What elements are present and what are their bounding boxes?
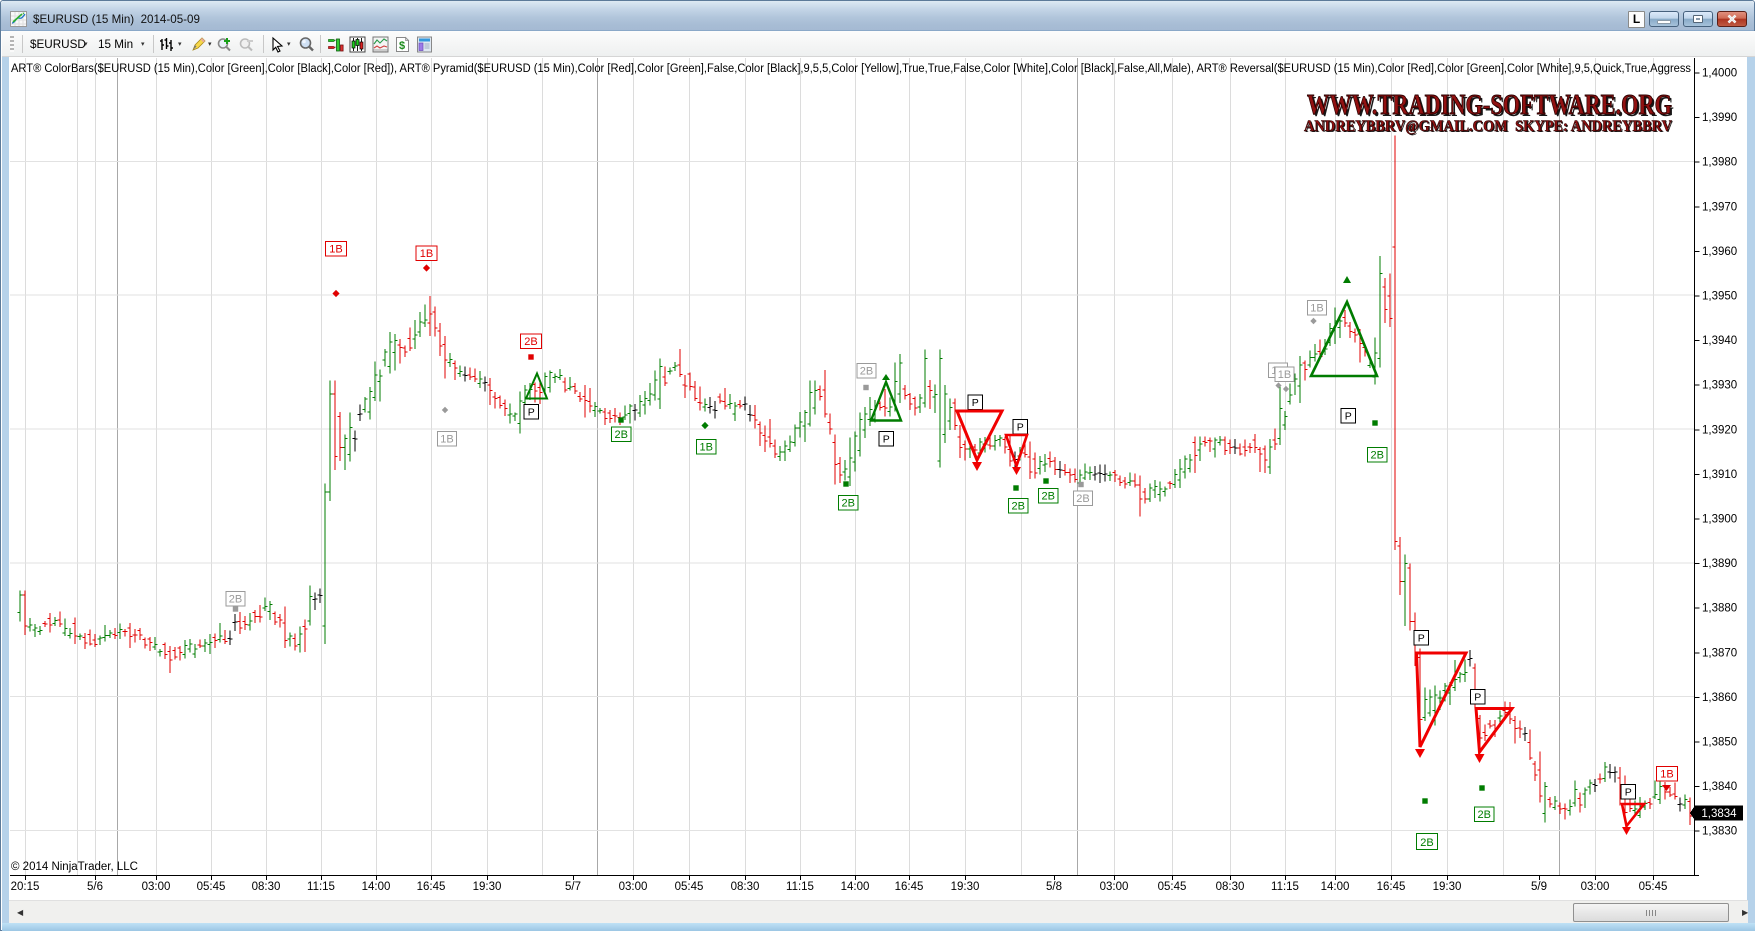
svg-text:03:00: 03:00	[142, 881, 171, 893]
svg-text:16:45: 16:45	[417, 881, 446, 893]
svg-text:14:00: 14:00	[362, 881, 391, 893]
svg-text:19:30: 19:30	[1433, 881, 1462, 893]
svg-text:1,3860: 1,3860	[1702, 692, 1737, 704]
svg-text:WWW.TRADING-SOFTWARE.ORG: WWW.TRADING-SOFTWARE.ORG	[1309, 91, 1674, 123]
svg-text:5/8: 5/8	[1046, 881, 1062, 893]
svg-text:1,3850: 1,3850	[1702, 737, 1737, 749]
svg-text:2B: 2B	[1076, 493, 1089, 505]
svg-text:1B: 1B	[420, 248, 433, 260]
svg-text:20:15: 20:15	[11, 881, 40, 893]
svg-text:19:30: 19:30	[951, 881, 980, 893]
svg-text:08:30: 08:30	[731, 881, 760, 893]
svg-text:5/9: 5/9	[1531, 881, 1547, 893]
svg-text:1,3870: 1,3870	[1702, 647, 1737, 659]
svg-text:ANDREYBBRV@GMAIL.COM SKYPE: A: ANDREYBBRV@GMAIL.COM SKYPE: ANDREYBBRV	[1304, 118, 1672, 135]
svg-text:1,3920: 1,3920	[1702, 424, 1737, 436]
svg-text:1,3900: 1,3900	[1702, 514, 1737, 526]
svg-text:WWW.TRADING-SOFTWARE.ORG: WWW.TRADING-SOFTWARE.ORG	[1307, 89, 1672, 121]
svg-text:5/6: 5/6	[87, 881, 103, 893]
svg-text:1B: 1B	[1278, 369, 1291, 381]
svg-text:P: P	[528, 407, 535, 419]
svg-text:1,3960: 1,3960	[1702, 246, 1737, 258]
svg-text:1B: 1B	[1660, 769, 1673, 781]
svg-text:2B: 2B	[1478, 809, 1491, 821]
svg-text:ART® ColorBars($EURUSD (15 Min: ART® ColorBars($EURUSD (15 Min),Color [G…	[11, 63, 1691, 75]
svg-text:19:30: 19:30	[473, 881, 502, 893]
svg-text:05:45: 05:45	[1158, 881, 1187, 893]
svg-text:2B: 2B	[1420, 837, 1433, 849]
svg-text:1,3940: 1,3940	[1702, 335, 1737, 347]
svg-text:05:45: 05:45	[675, 881, 704, 893]
svg-text:1,3880: 1,3880	[1702, 603, 1737, 615]
svg-text:16:45: 16:45	[1377, 881, 1406, 893]
svg-text:P: P	[1418, 633, 1425, 645]
svg-text:03:00: 03:00	[1100, 881, 1129, 893]
svg-text:08:30: 08:30	[1216, 881, 1245, 893]
svg-text:2B: 2B	[1042, 491, 1055, 503]
svg-text:P: P	[1345, 411, 1352, 423]
svg-text:P: P	[1017, 422, 1024, 434]
svg-text:05:45: 05:45	[197, 881, 226, 893]
svg-text:16:45: 16:45	[895, 881, 924, 893]
svg-text:P: P	[1625, 787, 1632, 799]
svg-text:14:00: 14:00	[841, 881, 870, 893]
svg-text:1,3910: 1,3910	[1702, 469, 1737, 481]
svg-text:03:00: 03:00	[619, 881, 648, 893]
svg-text:08:30: 08:30	[252, 881, 281, 893]
svg-text:2B: 2B	[842, 498, 855, 510]
svg-text:14:00: 14:00	[1321, 881, 1350, 893]
svg-text:2B: 2B	[1012, 501, 1025, 513]
svg-text:11:15: 11:15	[307, 881, 335, 893]
svg-text:11:15: 11:15	[1271, 881, 1299, 893]
svg-text:ANDREYBBRV@GMAIL.COM SKYPE: A: ANDREYBBRV@GMAIL.COM SKYPE: ANDREYBBRV	[1305, 119, 1673, 136]
svg-text:1,3980: 1,3980	[1702, 157, 1737, 169]
svg-text:1,4000: 1,4000	[1702, 68, 1737, 80]
svg-text:1,3890: 1,3890	[1702, 558, 1737, 570]
svg-text:5/7: 5/7	[565, 881, 581, 893]
svg-text:2B: 2B	[229, 594, 242, 606]
svg-text:05:45: 05:45	[1639, 881, 1668, 893]
svg-text:1B: 1B	[440, 434, 453, 446]
svg-text:2B: 2B	[615, 429, 628, 441]
svg-text:1,3990: 1,3990	[1702, 112, 1737, 124]
svg-text:$: $	[399, 40, 405, 52]
svg-text:P: P	[1474, 692, 1481, 704]
svg-text:03:00: 03:00	[1581, 881, 1610, 893]
svg-text:2B: 2B	[1371, 450, 1384, 462]
svg-text:1B: 1B	[329, 244, 342, 256]
svg-text:P: P	[883, 434, 890, 446]
svg-text:1,3970: 1,3970	[1702, 201, 1737, 213]
svg-text:1B: 1B	[700, 442, 713, 454]
svg-text:© 2014 NinjaTrader, LLC: © 2014 NinjaTrader, LLC	[11, 861, 138, 873]
svg-text:2B: 2B	[524, 336, 537, 348]
svg-text:1,3834: 1,3834	[1701, 808, 1737, 820]
svg-text:1,3930: 1,3930	[1702, 380, 1737, 392]
svg-text:1,3950: 1,3950	[1702, 291, 1737, 303]
svg-text:11:15: 11:15	[786, 881, 814, 893]
svg-text:2B: 2B	[860, 366, 873, 378]
svg-text:1,3840: 1,3840	[1702, 781, 1737, 793]
svg-text:1,3830: 1,3830	[1702, 826, 1737, 838]
svg-text:P: P	[972, 397, 979, 409]
svg-text:1B: 1B	[1310, 303, 1323, 315]
